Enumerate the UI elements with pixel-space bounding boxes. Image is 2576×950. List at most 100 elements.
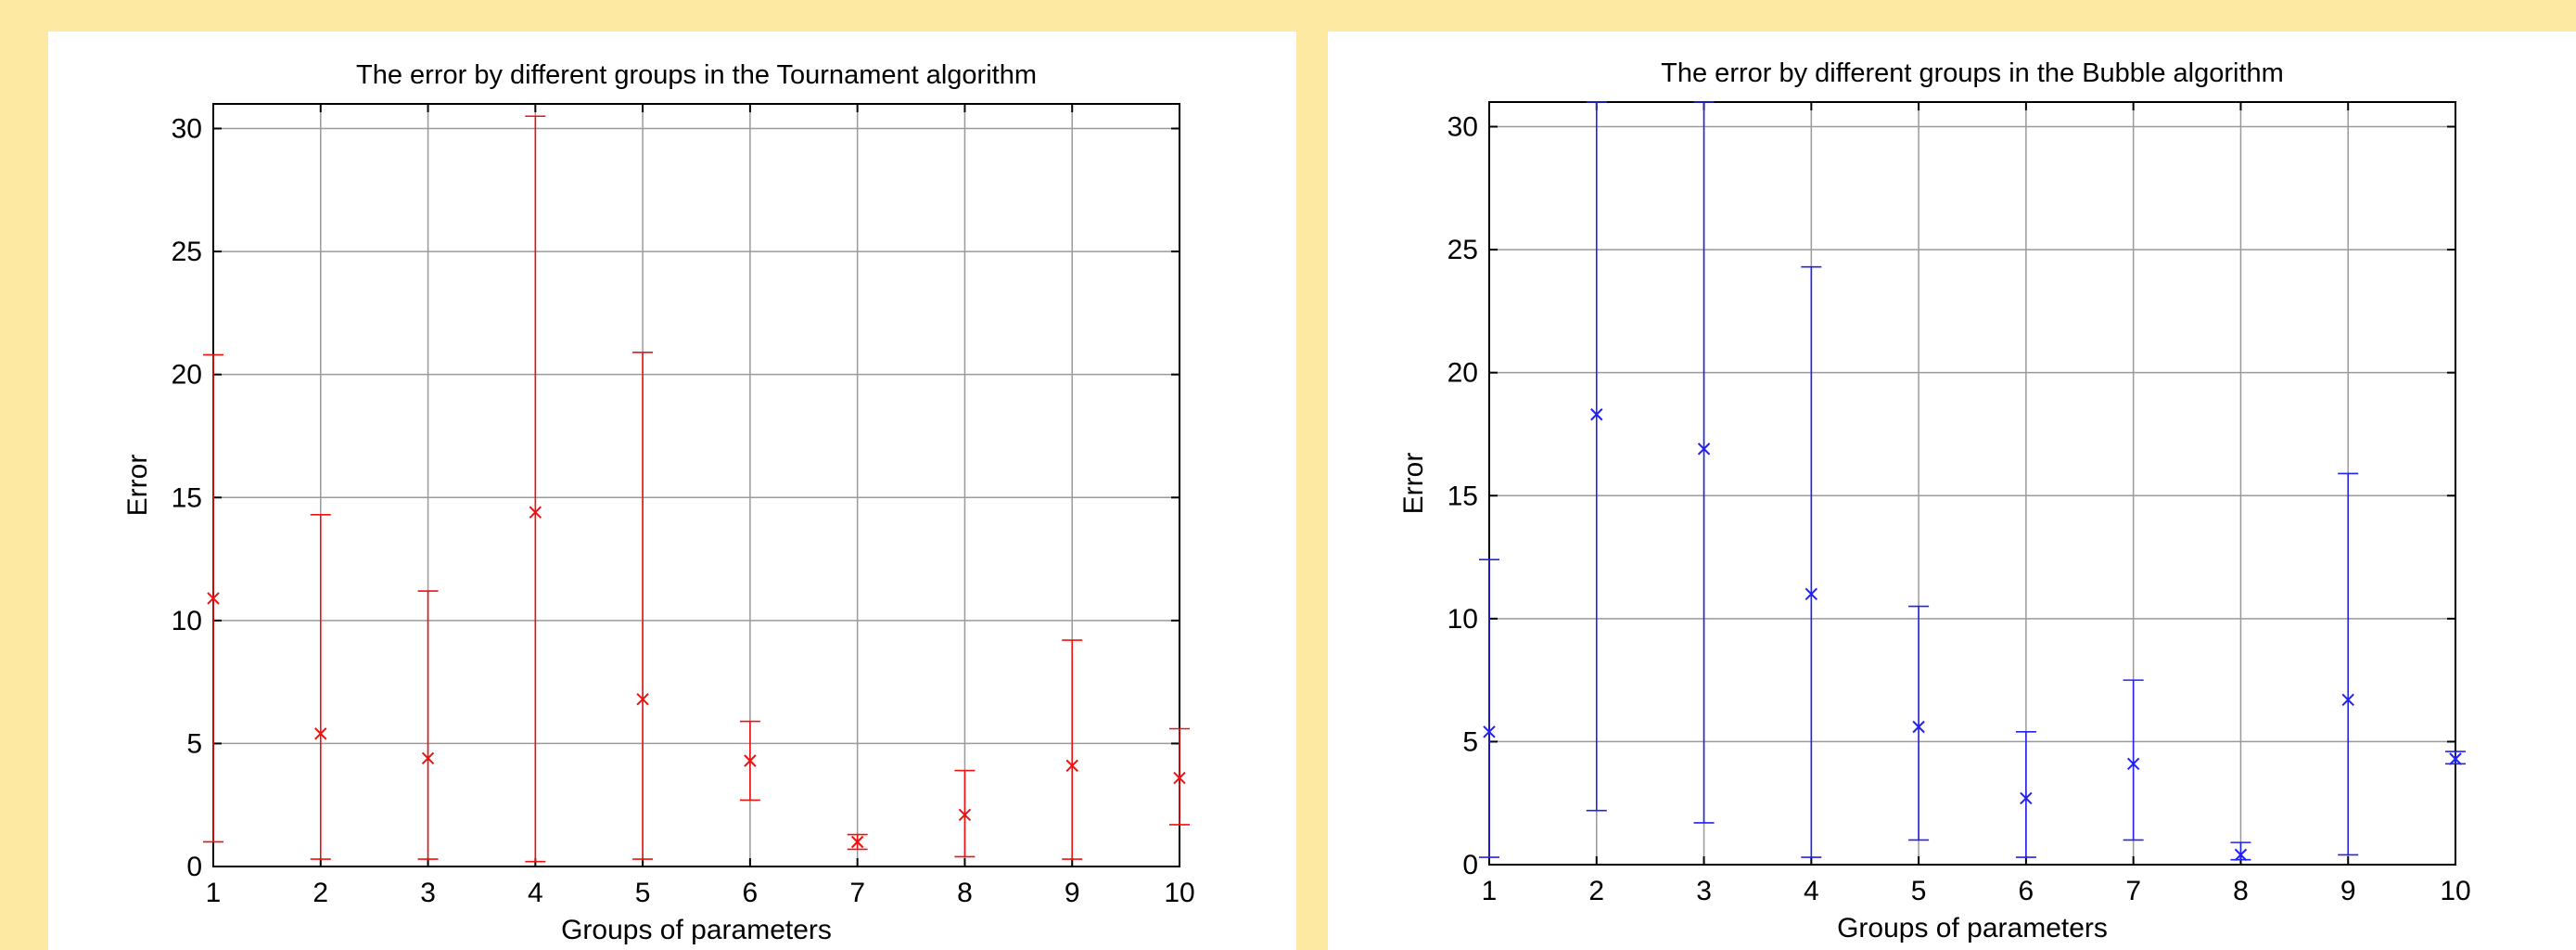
data-point-stroke: [1065, 759, 1078, 772]
y-tick-label: 30: [1447, 112, 1478, 143]
data-point-stroke: [1804, 587, 1818, 601]
error-bar-series: [203, 115, 1190, 863]
x-tick-label: 5: [635, 878, 651, 908]
error-bar: [1169, 727, 1190, 826]
data-point: [2126, 757, 2140, 770]
error-bar: [2015, 731, 2036, 858]
data-point-stroke: [2020, 791, 2033, 805]
y-tick-label: 20: [172, 360, 202, 391]
x-tick-label: 7: [849, 878, 865, 908]
y-tick-label: 0: [1462, 850, 1478, 880]
error-bar: [1062, 639, 1083, 860]
data-point: [1065, 759, 1078, 772]
tick-marks: [1488, 102, 2456, 866]
y-tick-label: 10: [1447, 604, 1478, 635]
data-point-stroke: [314, 727, 327, 740]
x-tick-label: 10: [1164, 878, 1194, 908]
x-tick-label: 2: [1588, 876, 1604, 906]
x-axis-label: Groups of parameters: [1837, 913, 2108, 944]
error-bar-series: [1479, 101, 2466, 862]
y-tick-label: 15: [1447, 481, 1478, 511]
plot-frame: [212, 103, 1180, 867]
x-tick-label: 2: [312, 878, 328, 908]
chart-tournament: 1 2 3 4 5 6 7 8 9 10 0 5 10 15 20 25 30 The error by diff…: [122, 60, 1195, 945]
data-point: [1697, 443, 1711, 456]
error-bar: [2123, 679, 2144, 841]
data-point: [421, 751, 435, 765]
error-bar: [1479, 558, 1499, 858]
error-bar: [310, 514, 331, 860]
error-bar: [632, 352, 654, 860]
grid-lines: [1488, 102, 2456, 866]
x-tick-label: 3: [420, 878, 436, 908]
x-tick-label: 6: [2019, 876, 2034, 906]
data-point: [2341, 693, 2354, 707]
y-axis-label: Error: [1398, 453, 1429, 515]
error-bar: [1908, 605, 1930, 841]
data-point-stroke: [1173, 771, 1186, 785]
x-tick-label: 10: [2440, 876, 2470, 906]
y-tick-label: 25: [1447, 235, 1478, 265]
error-bar: [1693, 101, 1715, 824]
x-tick-label: 1: [206, 878, 222, 908]
x-tick-label: 7: [2125, 876, 2141, 906]
data-point: [958, 808, 972, 822]
data-point-stroke: [1912, 720, 1925, 734]
error-bar: [525, 115, 546, 863]
error-bar: [1801, 265, 1822, 858]
grid-lines: [212, 104, 1180, 867]
error-bar: [847, 833, 868, 851]
y-tick-label: 5: [1462, 726, 1478, 757]
data-point: [850, 835, 864, 849]
y-axis-label: Error: [122, 455, 153, 517]
data-point-stroke: [958, 808, 972, 822]
error-bar: [1586, 101, 1607, 812]
x-tick-label: 6: [743, 878, 759, 908]
chart-panel-bubble: 1 2 3 4 5 6 7 8 9 10 0 5 10 15 20 25 30 The error by diff…: [1328, 32, 2576, 950]
x-tick-label: 8: [957, 878, 973, 908]
data-point-stroke: [850, 835, 864, 849]
error-bar: [203, 353, 223, 843]
chart-title: The error by different groups in the Tou…: [356, 60, 1037, 90]
error-bar: [739, 720, 760, 802]
chart-panel-tournament: 1 2 3 4 5 6 7 8 9 10 0 5 10 15 20 25 30 The error by diff…: [48, 32, 1296, 950]
data-point: [207, 592, 220, 605]
data-point: [636, 692, 649, 706]
data-point-stroke: [2449, 752, 2462, 765]
x-tick-label: 4: [1804, 876, 1819, 906]
y-tick-label: 15: [172, 482, 202, 513]
data-point-stroke: [744, 754, 757, 767]
x-tick-label: 3: [1696, 876, 1712, 906]
data-point: [1590, 408, 1603, 421]
y-tick-label: 20: [1447, 358, 1478, 389]
data-point: [2234, 848, 2248, 862]
chart-bubble: 1 2 3 4 5 6 7 8 9 10 0 5 10 15 20 25 30 The error by diff…: [1398, 58, 2471, 944]
data-point-stroke: [421, 751, 435, 765]
x-tick-label: 9: [1065, 878, 1080, 908]
y-tick-label: 10: [172, 606, 202, 636]
data-point: [2449, 752, 2462, 765]
data-point-stroke: [2341, 693, 2354, 707]
x-tick-label: 8: [2233, 876, 2249, 906]
data-point-stroke: [529, 506, 542, 519]
data-point-stroke: [207, 592, 220, 605]
error-bar: [2445, 751, 2466, 765]
chart-title: The error by different groups in the Bub…: [1661, 58, 2284, 88]
x-tick-label: 1: [1482, 876, 1498, 906]
data-point: [744, 754, 757, 767]
data-point: [1804, 587, 1818, 601]
data-point: [314, 727, 327, 740]
y-tick-label: 0: [186, 852, 202, 882]
y-tick-label: 30: [172, 114, 202, 145]
error-bar: [2338, 472, 2359, 856]
data-point-stroke: [636, 692, 649, 706]
data-point: [1173, 771, 1186, 785]
tick-marks: [212, 104, 1180, 867]
data-point: [529, 506, 542, 519]
data-point-stroke: [1590, 408, 1603, 421]
y-tick-label: 5: [186, 728, 202, 759]
x-axis-label: Groups of parameters: [561, 915, 832, 945]
data-point: [2020, 791, 2033, 805]
error-bar: [417, 590, 439, 860]
data-point: [1912, 720, 1925, 734]
